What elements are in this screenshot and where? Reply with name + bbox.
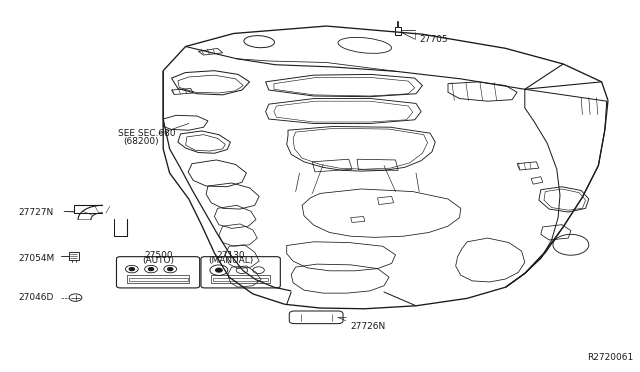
Circle shape: [168, 267, 173, 270]
Text: R2720061: R2720061: [588, 353, 634, 362]
Text: (AUTO): (AUTO): [143, 256, 175, 265]
Text: 27726N: 27726N: [351, 322, 386, 331]
Circle shape: [148, 267, 154, 270]
Circle shape: [216, 268, 222, 272]
Text: (MANUAL): (MANUAL): [208, 256, 253, 265]
Text: 27727N: 27727N: [18, 208, 53, 217]
Text: 27054M: 27054M: [18, 254, 54, 263]
Text: SEE SEC.680: SEE SEC.680: [118, 129, 176, 138]
Text: (68200): (68200): [123, 137, 159, 146]
Text: 27705: 27705: [419, 35, 448, 44]
Text: 27046D: 27046D: [18, 293, 53, 302]
Circle shape: [129, 267, 134, 270]
Text: 27500: 27500: [145, 251, 173, 260]
Text: 27130: 27130: [216, 251, 244, 260]
